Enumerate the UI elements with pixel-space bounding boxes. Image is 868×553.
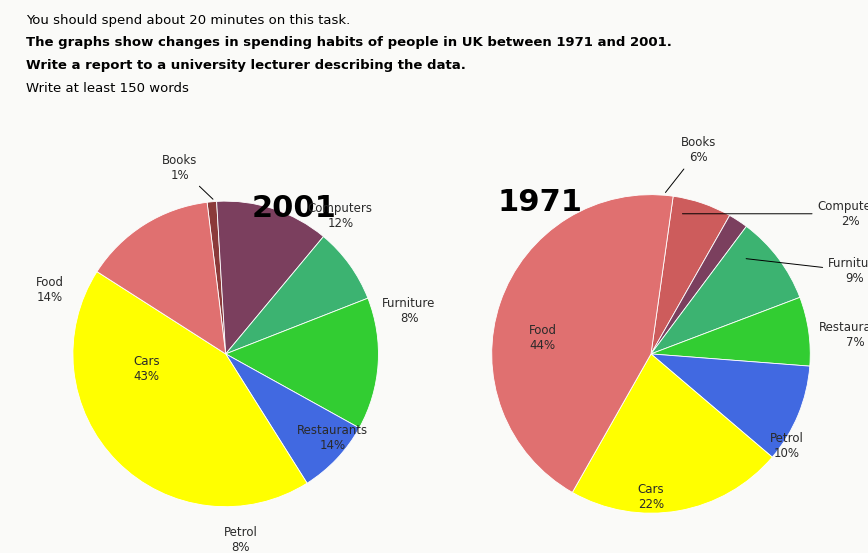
Text: Petrol
10%: Petrol 10% — [769, 432, 803, 460]
Text: Write a report to a university lecturer describing the data.: Write a report to a university lecturer … — [26, 59, 466, 72]
Text: Food
14%: Food 14% — [36, 276, 64, 304]
Wedge shape — [73, 272, 307, 507]
Wedge shape — [226, 354, 359, 483]
Text: Computers
2%: Computers 2% — [682, 200, 868, 228]
Wedge shape — [97, 202, 226, 354]
Text: Petrol
8%: Petrol 8% — [224, 526, 258, 553]
Text: Food
44%: Food 44% — [529, 324, 556, 352]
Text: Restaurants
14%: Restaurants 14% — [297, 424, 368, 452]
Text: Write at least 150 words: Write at least 150 words — [26, 82, 189, 96]
Text: Books
6%: Books 6% — [666, 136, 716, 192]
Text: The graphs show changes in spending habits of people in UK between 1971 and 2001: The graphs show changes in spending habi… — [26, 36, 672, 49]
Wedge shape — [492, 195, 674, 492]
Wedge shape — [651, 226, 800, 354]
Wedge shape — [207, 201, 226, 354]
Wedge shape — [217, 201, 324, 354]
Wedge shape — [651, 354, 810, 457]
Text: Restaurants
7%: Restaurants 7% — [819, 321, 868, 349]
Text: Furniture
8%: Furniture 8% — [382, 297, 436, 325]
Text: 1971: 1971 — [497, 188, 582, 217]
Text: Computers
12%: Computers 12% — [308, 202, 372, 231]
Text: Cars
43%: Cars 43% — [133, 355, 160, 383]
Wedge shape — [651, 196, 730, 354]
Wedge shape — [226, 237, 368, 354]
Wedge shape — [226, 298, 378, 428]
Wedge shape — [572, 354, 773, 513]
Wedge shape — [651, 216, 746, 354]
Text: 2001: 2001 — [252, 194, 337, 223]
Text: You should spend about 20 minutes on this task.: You should spend about 20 minutes on thi… — [26, 14, 351, 27]
Text: Books
1%: Books 1% — [162, 154, 213, 199]
Text: Cars
22%: Cars 22% — [638, 483, 664, 512]
Wedge shape — [651, 298, 810, 366]
Text: Furniture
9%: Furniture 9% — [746, 257, 868, 285]
